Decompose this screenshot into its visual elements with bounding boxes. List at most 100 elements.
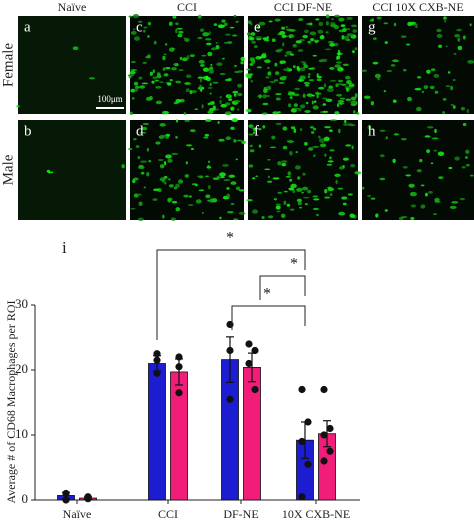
cell-fluorescence bbox=[189, 90, 193, 95]
cell-fluorescence bbox=[159, 81, 164, 84]
cell-fluorescence bbox=[233, 100, 241, 103]
cell-fluorescence bbox=[447, 71, 451, 74]
cell-fluorescence bbox=[379, 154, 385, 158]
cell-fluorescence bbox=[272, 111, 279, 115]
cell-fluorescence bbox=[202, 32, 210, 37]
cell-fluorescence bbox=[224, 41, 228, 44]
cell-fluorescence bbox=[183, 111, 186, 115]
cell-fluorescence bbox=[189, 129, 196, 133]
cell-fluorescence bbox=[314, 40, 319, 44]
cell-fluorescence bbox=[202, 67, 210, 72]
cell-fluorescence bbox=[224, 102, 231, 106]
cell-fluorescence bbox=[283, 190, 288, 193]
cell-fluorescence bbox=[169, 78, 173, 82]
cell-fluorescence bbox=[353, 110, 356, 114]
cell-fluorescence bbox=[335, 61, 342, 64]
cell-fluorescence bbox=[363, 95, 371, 100]
cell-fluorescence bbox=[256, 66, 262, 69]
cell-fluorescence bbox=[184, 82, 191, 85]
cell-fluorescence bbox=[154, 79, 159, 82]
cell-fluorescence bbox=[133, 177, 139, 181]
cell-fluorescence bbox=[186, 144, 192, 147]
cell-fluorescence bbox=[140, 160, 148, 163]
cell-fluorescence bbox=[307, 75, 311, 79]
cell-fluorescence bbox=[282, 145, 288, 150]
cell-fluorescence bbox=[168, 184, 174, 188]
cell-fluorescence bbox=[345, 144, 352, 147]
cell-fluorescence bbox=[318, 86, 325, 90]
cell-fluorescence bbox=[297, 201, 302, 206]
cell-fluorescence bbox=[350, 100, 357, 105]
cell-fluorescence bbox=[212, 81, 219, 84]
cell-fluorescence bbox=[219, 216, 222, 220]
data-point bbox=[320, 385, 328, 394]
cell-fluorescence bbox=[434, 90, 439, 94]
cell-fluorescence bbox=[201, 212, 204, 214]
error-bar bbox=[226, 336, 234, 383]
cell-fluorescence bbox=[275, 97, 281, 101]
column-header: CCI 10X CXB-NE bbox=[372, 0, 463, 14]
cell-fluorescence bbox=[197, 76, 204, 79]
cell-fluorescence bbox=[238, 189, 245, 192]
cell-fluorescence bbox=[129, 111, 133, 116]
cell-fluorescence bbox=[240, 56, 245, 62]
cell-fluorescence bbox=[183, 194, 189, 198]
cell-fluorescence bbox=[289, 188, 294, 191]
cell-fluorescence bbox=[175, 136, 178, 139]
cell-fluorescence bbox=[251, 59, 256, 64]
cell-fluorescence bbox=[234, 70, 240, 74]
micrograph bbox=[18, 16, 126, 114]
cell-fluorescence bbox=[219, 99, 222, 105]
cell-fluorescence bbox=[235, 186, 241, 191]
micrograph bbox=[130, 120, 244, 220]
cell-fluorescence bbox=[362, 186, 365, 190]
cell-fluorescence bbox=[257, 94, 263, 98]
cell-fluorescence bbox=[138, 76, 143, 80]
cell-fluorescence bbox=[285, 176, 291, 178]
cell-fluorescence bbox=[148, 160, 152, 163]
cell-fluorescence bbox=[275, 203, 281, 206]
cell-fluorescence bbox=[459, 197, 465, 201]
cell-fluorescence bbox=[155, 85, 162, 89]
cell-fluorescence bbox=[164, 181, 167, 185]
cell-fluorescence bbox=[457, 37, 461, 42]
cell-fluorescence bbox=[228, 98, 233, 101]
cell-fluorescence bbox=[157, 159, 164, 161]
cell-fluorescence bbox=[384, 41, 388, 44]
cell-fluorescence bbox=[442, 111, 446, 115]
bar bbox=[243, 366, 261, 501]
cell-fluorescence bbox=[217, 120, 220, 125]
cell-fluorescence bbox=[344, 119, 347, 124]
cell-fluorescence bbox=[428, 190, 433, 194]
cell-fluorescence bbox=[327, 187, 334, 192]
cell-fluorescence bbox=[315, 18, 320, 21]
cell-fluorescence bbox=[228, 174, 236, 178]
cell-fluorescence bbox=[429, 85, 435, 90]
cell-fluorescence bbox=[162, 214, 165, 219]
cell-fluorescence bbox=[177, 179, 184, 184]
data-point bbox=[153, 350, 161, 358]
cell-fluorescence bbox=[232, 117, 238, 123]
cell-fluorescence bbox=[235, 20, 239, 23]
cell-fluorescence bbox=[253, 45, 258, 49]
cell-fluorescence bbox=[466, 108, 469, 114]
cell-fluorescence bbox=[140, 171, 145, 175]
cell-fluorescence bbox=[324, 196, 331, 199]
cell-fluorescence bbox=[218, 24, 226, 28]
cell-fluorescence bbox=[128, 147, 133, 150]
cell-fluorescence bbox=[164, 160, 167, 166]
column-header: CCI bbox=[177, 0, 197, 14]
cell-fluorescence bbox=[252, 209, 258, 214]
micrograph bbox=[18, 120, 126, 220]
cell-fluorescence bbox=[308, 67, 314, 70]
cell-fluorescence bbox=[130, 61, 136, 64]
cell-fluorescence bbox=[255, 175, 259, 178]
cell-fluorescence bbox=[246, 68, 251, 71]
panel-letter: b bbox=[24, 123, 32, 139]
cell-fluorescence bbox=[320, 143, 327, 148]
cell-fluorescence bbox=[303, 65, 308, 68]
cell-fluorescence bbox=[134, 85, 141, 89]
cell-fluorescence bbox=[337, 51, 341, 56]
cell-fluorescence bbox=[174, 63, 179, 67]
cell-fluorescence bbox=[271, 38, 276, 43]
